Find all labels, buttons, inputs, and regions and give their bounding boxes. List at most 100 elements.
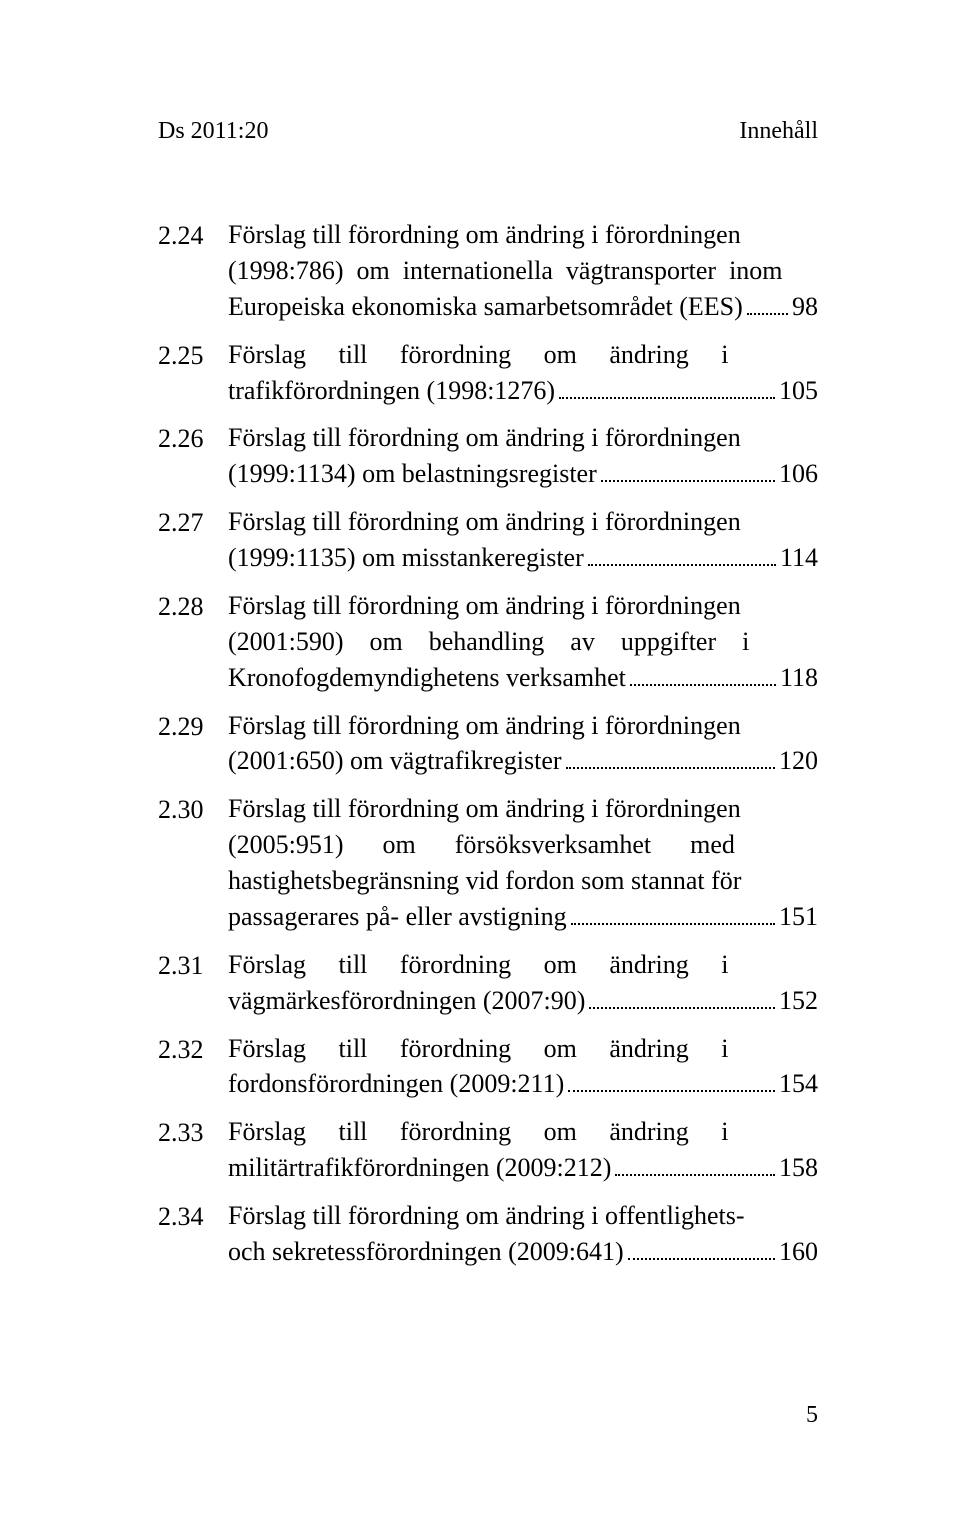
entry-line: Förslag till förordning om ändring i för… <box>228 420 818 456</box>
dot-leader <box>566 753 775 769</box>
page-header: Ds 2011:20 Innehåll <box>158 118 818 145</box>
entry-line: Förslag till förordning om ändring i för… <box>228 588 818 624</box>
entry-line: passagerares på- eller avstigning151 <box>228 899 818 935</box>
entry-line: Förslag till förordning om ändring i <box>228 1114 818 1150</box>
entry-body: Förslag till förordning om ändring imili… <box>228 1114 818 1186</box>
dot-leader <box>615 1160 775 1176</box>
entry-line: (1999:1135) om misstankeregister 114 <box>228 540 818 576</box>
entry-number: 2.34 <box>158 1198 228 1235</box>
entry-number: 2.32 <box>158 1031 228 1068</box>
entry-page: 152 <box>779 983 818 1019</box>
entry-text: Förslag till förordning om ändring i för… <box>228 420 741 456</box>
entry-number: 2.26 <box>158 420 228 457</box>
entry-text: Förslag till förordning om ändring i <box>228 1031 728 1067</box>
entry-page: 98 <box>792 289 818 325</box>
entry-number: 2.24 <box>158 217 228 254</box>
entry-page: 154 <box>779 1066 818 1102</box>
entry-text: (2001:650) om vägtrafikregister <box>228 743 562 779</box>
entry-text: Förslag till förordning om ändring i för… <box>228 791 741 827</box>
entry-body: Förslag till förordning om ändring i off… <box>228 1198 818 1270</box>
entry-page: 114 <box>780 540 818 576</box>
toc-entry: 2.31Förslag till förordning om ändring i… <box>158 947 818 1019</box>
entry-line: Förslag till förordning om ändring i för… <box>228 504 818 540</box>
toc-entry: 2.27Förslag till förordning om ändring i… <box>158 504 818 576</box>
entry-body: Förslag till förordning om ändring i för… <box>228 791 818 935</box>
toc-entry: 2.28Förslag till förordning om ändring i… <box>158 588 818 696</box>
table-of-contents: 2.24Förslag till förordning om ändring i… <box>158 217 818 1270</box>
entry-page: 158 <box>779 1150 818 1186</box>
entry-text: hastighetsbegränsning vid fordon som sta… <box>228 863 741 899</box>
entry-number: 2.33 <box>158 1114 228 1151</box>
toc-entry: 2.24Förslag till förordning om ändring i… <box>158 217 818 325</box>
entry-text: Förslag till förordning om ändring i <box>228 337 728 373</box>
dot-leader <box>571 908 775 924</box>
entry-number: 2.28 <box>158 588 228 625</box>
entry-body: Förslag till förordning om ändring iford… <box>228 1031 818 1103</box>
entry-line: vägmärkesförordningen (2007:90) 152 <box>228 983 818 1019</box>
dot-leader <box>588 550 776 566</box>
entry-text: och sekretessförordningen (2009:641) <box>228 1234 624 1270</box>
entry-line: Europeiska ekonomiska samarbetsområdet (… <box>228 289 818 325</box>
entry-text: vägmärkesförordningen (2007:90) <box>228 983 585 1019</box>
entry-line: Förslag till förordning om ändring i <box>228 337 818 373</box>
entry-number: 2.25 <box>158 337 228 374</box>
entry-text: passagerares på- eller avstigning <box>228 899 567 935</box>
toc-entry: 2.32Förslag till förordning om ändring i… <box>158 1031 818 1103</box>
entry-line: fordonsförordningen (2009:211) 154 <box>228 1066 818 1102</box>
dot-leader <box>601 466 775 482</box>
footer-page-number: 5 <box>806 1402 818 1429</box>
entry-text: fordonsförordningen (2009:211) <box>228 1066 564 1102</box>
dot-leader <box>568 1076 775 1092</box>
entry-line: Förslag till förordning om ändring i för… <box>228 217 818 253</box>
toc-entry: 2.33Förslag till förordning om ändring i… <box>158 1114 818 1186</box>
entry-text: (2001:590) om behandling av uppgifter i <box>228 624 749 660</box>
entry-body: Förslag till förordning om ändring i för… <box>228 420 818 492</box>
entry-body: Förslag till förordning om ändring i för… <box>228 588 818 696</box>
entry-number: 2.31 <box>158 947 228 984</box>
entry-page: 106 <box>779 456 818 492</box>
entry-text: Förslag till förordning om ändring i för… <box>228 504 741 540</box>
entry-text: Förslag till förordning om ändring i för… <box>228 217 741 253</box>
entry-text: (1999:1134) om belastningsregister <box>228 456 597 492</box>
dot-leader <box>559 382 775 398</box>
toc-entry: 2.25Förslag till förordning om ändring i… <box>158 337 818 409</box>
header-right: Innehåll <box>739 118 818 145</box>
dot-leader <box>747 298 788 314</box>
entry-line: militärtrafikförordningen (2009:212) 158 <box>228 1150 818 1186</box>
entry-text: (1999:1135) om misstankeregister <box>228 540 584 576</box>
entry-text: Kronofogdemyndighetens verksamhet <box>228 660 626 696</box>
entry-text: (1998:786) om internationella vägtranspo… <box>228 253 783 289</box>
entry-text: Förslag till förordning om ändring i off… <box>228 1198 745 1234</box>
entry-line: trafikförordningen (1998:1276) 105 <box>228 373 818 409</box>
entry-line: (2001:590) om behandling av uppgifter i <box>228 624 818 660</box>
entry-text: Förslag till förordning om ändring i för… <box>228 708 741 744</box>
entry-page: 118 <box>780 660 818 696</box>
entry-line: Förslag till förordning om ändring i <box>228 947 818 983</box>
entry-text: Förslag till förordning om ändring i för… <box>228 588 741 624</box>
toc-entry: 2.34Förslag till förordning om ändring i… <box>158 1198 818 1270</box>
entry-text: Förslag till förordning om ändring i <box>228 1114 728 1150</box>
toc-entry: 2.29Förslag till förordning om ändring i… <box>158 708 818 780</box>
entry-line: (2005:951) om försöksverksamhet med <box>228 827 818 863</box>
entry-line: (1998:786) om internationella vägtranspo… <box>228 253 818 289</box>
entry-body: Förslag till förordning om ändring i för… <box>228 708 818 780</box>
entry-text: Europeiska ekonomiska samarbetsområdet (… <box>228 289 743 325</box>
entry-line: Kronofogdemyndighetens verksamhet 118 <box>228 660 818 696</box>
entry-number: 2.27 <box>158 504 228 541</box>
page: Ds 2011:20 Innehåll 2.24Förslag till för… <box>0 0 960 1525</box>
header-left: Ds 2011:20 <box>158 118 268 145</box>
dot-leader <box>630 669 776 685</box>
entry-text: trafikförordningen (1998:1276) <box>228 373 555 409</box>
entry-body: Förslag till förordning om ändring itraf… <box>228 337 818 409</box>
entry-text: (2005:951) om försöksverksamhet med <box>228 827 735 863</box>
entry-line: Förslag till förordning om ändring i för… <box>228 791 818 827</box>
dot-leader <box>589 992 775 1008</box>
entry-line: (2001:650) om vägtrafikregister120 <box>228 743 818 779</box>
entry-line: och sekretessförordningen (2009:641)160 <box>228 1234 818 1270</box>
entry-text: Förslag till förordning om ändring i <box>228 947 728 983</box>
entry-body: Förslag till förordning om ändring i för… <box>228 504 818 576</box>
entry-text: militärtrafikförordningen (2009:212) <box>228 1150 611 1186</box>
entry-page: 105 <box>779 373 818 409</box>
dot-leader <box>628 1243 775 1259</box>
entry-line: Förslag till förordning om ändring i off… <box>228 1198 818 1234</box>
